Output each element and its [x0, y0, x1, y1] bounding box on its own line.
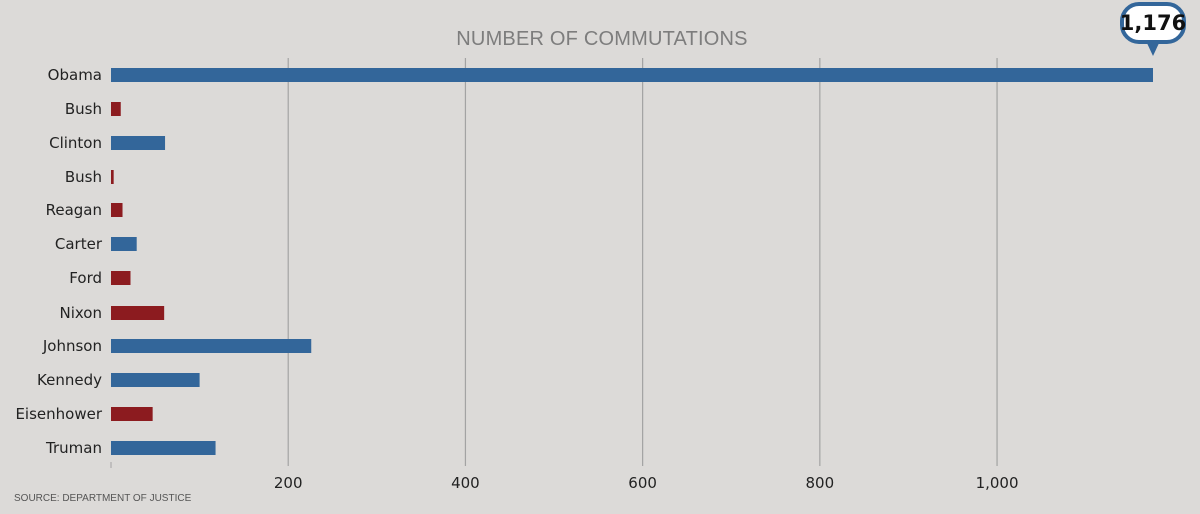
- bar: [111, 203, 123, 217]
- bar: [111, 339, 312, 353]
- x-tick-label: 200: [274, 474, 303, 492]
- callout-value-label: 1,176: [1120, 11, 1186, 35]
- bar: [111, 373, 200, 387]
- category-label: Carter: [55, 235, 103, 253]
- category-label: Ford: [69, 269, 102, 287]
- category-label: Truman: [45, 439, 102, 457]
- bar: [111, 271, 131, 285]
- category-label: Eisenhower: [15, 405, 102, 423]
- bar: [111, 407, 153, 421]
- category-label: Reagan: [46, 201, 102, 219]
- callout-bubble: [1120, 2, 1186, 44]
- category-label: Obama: [48, 66, 102, 84]
- bar: [111, 237, 137, 251]
- category-label: Clinton: [49, 134, 102, 152]
- x-tick-label: 800: [806, 474, 835, 492]
- x-tick-label: 1,000: [976, 474, 1019, 492]
- bar: [111, 68, 1153, 82]
- bar: [111, 170, 114, 184]
- chart-title: NUMBER OF COMMUTATIONS: [456, 28, 748, 50]
- source-note: SOURCE: DEPARTMENT OF JUSTICE: [14, 493, 192, 504]
- bar: [111, 306, 165, 320]
- callout-pointer: [1146, 41, 1160, 56]
- category-label: Johnson: [42, 337, 102, 355]
- bar: [111, 102, 121, 116]
- bar: [111, 136, 166, 150]
- category-label: Kennedy: [37, 371, 102, 389]
- category-label: Nixon: [60, 304, 103, 322]
- category-label: Bush: [65, 100, 102, 118]
- x-tick-label: 600: [628, 474, 657, 492]
- x-tick-label: 400: [451, 474, 480, 492]
- bar: [111, 441, 216, 455]
- category-label: Bush: [65, 168, 102, 186]
